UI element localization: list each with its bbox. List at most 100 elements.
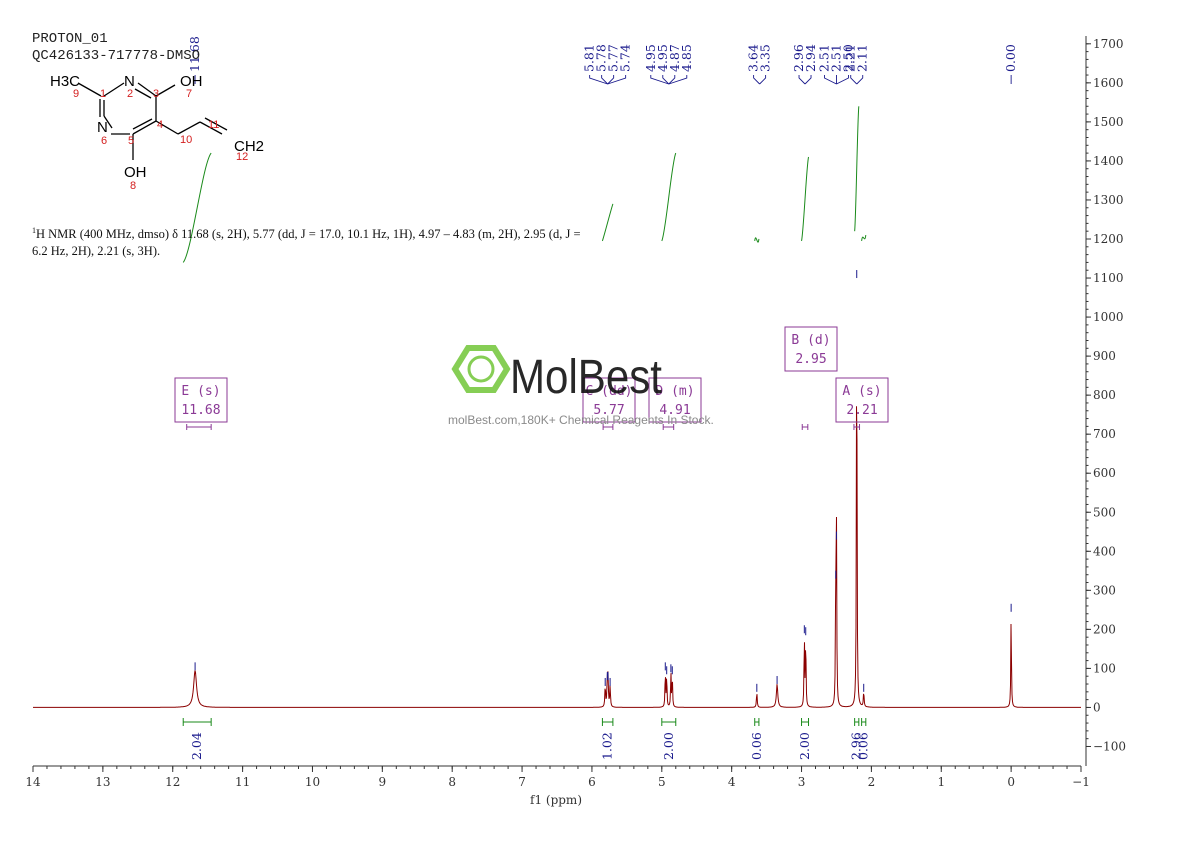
- peak-label-connector: [607, 75, 627, 85]
- integral-curve: [182, 152, 212, 263]
- peak-label: 2.21: [843, 44, 858, 72]
- peak-label: 5.74: [618, 44, 633, 72]
- integral-curve: [661, 152, 677, 242]
- atom-number: 10: [180, 134, 192, 146]
- multiplet-label: A (s): [842, 384, 881, 399]
- integral-curves: [182, 106, 867, 263]
- atom-number: 9: [73, 88, 79, 100]
- x-tick-label: 5: [658, 775, 666, 789]
- y-tick-label: 100: [1093, 661, 1116, 675]
- atom-oh7: OH: [180, 73, 203, 90]
- multiplet-shift: 11.68: [181, 403, 220, 418]
- x-tick-label: 2: [868, 775, 876, 789]
- peak-label-connector: [753, 75, 760, 85]
- structure-bonds: [77, 82, 228, 160]
- peak-label: 5.77: [606, 44, 621, 72]
- integral-value: 2.00: [797, 732, 812, 760]
- benzene-ring-icon: [467, 355, 495, 383]
- x-tick-label: 1: [937, 775, 945, 789]
- peak-label-connector: [850, 75, 858, 85]
- benzene-logo-icon: [451, 345, 511, 393]
- x-tick-label: 0: [1007, 775, 1015, 789]
- x-tick-label: 13: [95, 775, 110, 789]
- peak-label: 5.81: [582, 44, 597, 72]
- multiplet-box: [835, 377, 889, 423]
- peak-label-connector: [668, 75, 688, 85]
- atom-number: 12: [236, 151, 248, 163]
- peak-label-connector: [804, 75, 812, 85]
- sample-id: QC426133-717778-DMSO: [32, 48, 201, 64]
- y-tick-label: 800: [1093, 388, 1116, 402]
- x-tick-label: 10: [305, 775, 320, 789]
- peak-label: 4.95: [655, 44, 670, 72]
- peak-label-connector: [856, 75, 864, 85]
- peak-label: 2.51: [828, 44, 843, 72]
- atom-n6: N: [97, 119, 108, 136]
- x-tick-label: 8: [448, 775, 456, 789]
- multiplet-shift: 2.21: [846, 403, 877, 418]
- peak-label-group: 11.68 5.815.785.775.74 4.954.954.874.85 3.6…: [187, 36, 1018, 85]
- watermark-tagline: molBest.com,180K+ Chemical Reagents In S…: [448, 413, 714, 427]
- description-text: H NMR (400 MHz, dmso) δ 11.68 (s, 2H), 5…: [32, 227, 581, 259]
- atom-number: 2: [127, 88, 133, 100]
- multiplet-label: C (dd): [586, 384, 633, 399]
- y-tick-label: 1700: [1093, 37, 1124, 51]
- multiplet-label: B (d): [791, 333, 830, 348]
- y-tick-label: 1400: [1093, 154, 1124, 168]
- peak-label: 2.11: [855, 44, 870, 72]
- multiplet-shift: 2.95: [795, 352, 826, 367]
- peak-label: 5.78: [594, 44, 609, 72]
- multiplet-label: E (s): [181, 384, 220, 399]
- peak-label: 4.85: [679, 44, 694, 72]
- chemical-structure: H3C N OH N OH CH2 1 2 3 4 5 6 7 8 9 10 1…: [50, 73, 264, 192]
- integral-curve: [801, 156, 810, 242]
- peak-label: 3.64: [746, 44, 761, 72]
- y-tick-label: 900: [1093, 349, 1116, 363]
- y-tick-label: 1100: [1093, 271, 1124, 285]
- y-axis: −100 0 100 200 300 400 500 600 700 800 900 1000 1100…: [1085, 36, 1126, 766]
- spectrum-trace: [33, 270, 1081, 708]
- atom-number: 11: [208, 119, 219, 131]
- atom-number: 6: [101, 135, 107, 147]
- y-tick-label: 1200: [1093, 232, 1124, 246]
- peak-label-connector: [759, 75, 767, 85]
- nmr-description: 1H NMR (400 MHz, dmso) δ 11.68 (s, 2H), …: [32, 222, 592, 260]
- x-tick-label: 3: [798, 775, 806, 789]
- atom-methyl: H3C: [50, 73, 80, 90]
- integral-markers: 2.04 1.02 2.00 0.06 2.00 2.960.06: [182, 718, 871, 760]
- integral-curve: [854, 106, 860, 232]
- watermark-logo: MolBest: [451, 345, 662, 404]
- x-tick-label: 4: [728, 775, 736, 789]
- y-tick-label: 1000: [1093, 310, 1124, 324]
- y-tick-label: 1300: [1093, 193, 1124, 207]
- atom-number: 7: [186, 88, 192, 100]
- peak-label-connector: [589, 75, 608, 85]
- atom-oh8: OH: [124, 164, 147, 181]
- atom-number: 5: [128, 135, 134, 147]
- peak-label: 2.94: [803, 44, 818, 72]
- peak-label-connector: [798, 75, 806, 85]
- integral-curve: [754, 237, 760, 243]
- integral-value: 0.06: [856, 732, 871, 760]
- x-tick-label: 9: [379, 775, 387, 789]
- peak-label-connector: [824, 75, 837, 85]
- peak-label: 4.87: [667, 44, 682, 72]
- integral-value: 2.96: [849, 732, 864, 760]
- peak-label-connector: [601, 75, 608, 85]
- peak-label: 2.96: [791, 44, 806, 72]
- atom-number: 8: [130, 180, 136, 192]
- x-axis-label: f1 (ppm): [530, 793, 582, 807]
- peak-label-connector: [668, 75, 676, 85]
- peak-label: 0.00: [1003, 44, 1018, 72]
- x-tick-label: 12: [165, 775, 180, 789]
- integral-value: 0.06: [749, 732, 764, 760]
- y-tick-label: −100: [1093, 739, 1126, 753]
- multiplet-box: [174, 377, 228, 423]
- atom-number-labels: 1 2 3 4 5 6 7 8 9 10 11 12: [73, 88, 248, 192]
- atom-number: 3: [153, 88, 159, 100]
- multiplet-box: [784, 326, 838, 372]
- multiplet-annotations: E (s) 11.68 C (dd) 5.77 D (m) 4.91 B (d) 2.95 A …: [174, 326, 889, 430]
- y-tick-label: 200: [1093, 622, 1116, 636]
- integral-value: 2.00: [661, 732, 676, 760]
- peak-label: 4.95: [643, 44, 658, 72]
